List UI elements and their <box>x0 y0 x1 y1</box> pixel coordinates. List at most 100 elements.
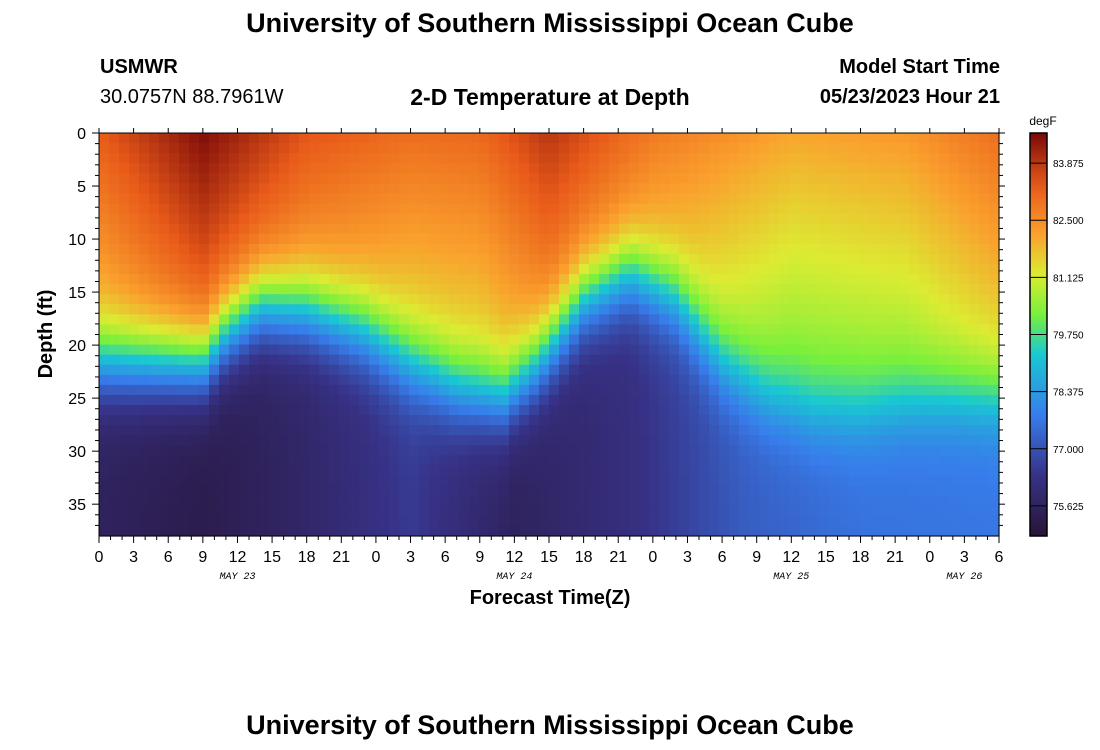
heatmap-cell <box>389 274 400 285</box>
heatmap-cell <box>869 173 880 184</box>
heatmap-cell <box>739 344 750 356</box>
heatmap-cell <box>409 173 420 184</box>
heatmap-cell <box>619 143 630 154</box>
heatmap-cell <box>419 435 430 446</box>
heatmap-cell <box>929 334 940 346</box>
heatmap-cell <box>809 515 820 527</box>
heatmap-cell <box>669 223 680 235</box>
heatmap-cell <box>279 143 290 154</box>
heatmap-cell <box>109 233 120 245</box>
heatmap-cell <box>189 314 200 326</box>
heatmap-cell <box>969 394 980 406</box>
heatmap-cell <box>479 153 490 164</box>
heatmap-cell <box>969 364 980 376</box>
heatmap-cell <box>919 374 930 386</box>
heatmap-cell <box>159 193 170 205</box>
heatmap-cell <box>499 263 510 275</box>
heatmap-cell <box>609 223 620 235</box>
heatmap-cell <box>589 485 600 497</box>
heatmap-cell <box>889 294 900 305</box>
heatmap-cell <box>919 314 930 326</box>
heatmap-cell <box>279 203 290 215</box>
heatmap-cell <box>759 475 770 487</box>
heatmap-cell <box>489 455 500 467</box>
heatmap-cell <box>379 394 390 406</box>
heatmap-cell <box>159 485 170 497</box>
heatmap-cell <box>159 354 170 366</box>
heatmap-cell <box>929 415 940 426</box>
heatmap-cell <box>289 455 300 467</box>
heatmap-cell <box>819 425 830 436</box>
heatmap-cell <box>839 163 850 174</box>
heatmap-cell <box>589 223 600 235</box>
heatmap-cell <box>179 163 190 174</box>
heatmap-cell <box>669 253 680 265</box>
heatmap-cell <box>459 203 470 215</box>
heatmap-cell <box>299 133 310 144</box>
heatmap-cell <box>409 153 420 164</box>
heatmap-cell <box>509 334 520 346</box>
heatmap-cell <box>219 515 230 527</box>
heatmap-cell <box>619 274 630 285</box>
heatmap-cell <box>289 485 300 497</box>
heatmap-cell <box>589 415 600 426</box>
heatmap-cell <box>429 284 440 295</box>
heatmap-cell <box>469 405 480 416</box>
heatmap-cell <box>779 485 790 497</box>
heatmap-cell <box>479 525 490 537</box>
heatmap-cell <box>149 505 160 517</box>
x-tick-label: 18 <box>298 549 316 566</box>
heatmap-cell <box>729 485 740 497</box>
heatmap-cell <box>469 344 480 356</box>
heatmap-cell <box>539 505 550 517</box>
heatmap-cell <box>899 173 910 184</box>
heatmap-cell <box>129 324 140 336</box>
station-id: USMWR <box>100 56 178 78</box>
heatmap-cell <box>889 213 900 225</box>
heatmap-cell <box>599 394 610 406</box>
heatmap-cell <box>269 465 280 477</box>
heatmap-cell <box>949 485 960 497</box>
heatmap-cell <box>429 263 440 275</box>
heatmap-cell <box>519 334 530 346</box>
heatmap-cell <box>959 294 970 305</box>
heatmap-cell <box>579 314 590 326</box>
heatmap-cell <box>359 354 370 366</box>
heatmap-cell <box>669 515 680 527</box>
heatmap-cell <box>839 133 850 144</box>
heatmap-cell <box>429 253 440 265</box>
heatmap-cell <box>769 465 780 477</box>
heatmap-cell <box>809 485 820 497</box>
heatmap-cell <box>519 203 530 215</box>
heatmap-cell <box>279 505 290 517</box>
heatmap-cell <box>729 515 740 527</box>
heatmap-cell <box>569 304 580 315</box>
heatmap-cell <box>869 394 880 406</box>
heatmap-cell <box>399 374 410 386</box>
heatmap-cell <box>779 133 790 144</box>
heatmap-cell <box>569 465 580 477</box>
heatmap-cell <box>579 294 590 305</box>
heatmap-cell <box>639 515 650 527</box>
heatmap-cell <box>849 485 860 497</box>
heatmap-cell <box>189 415 200 426</box>
heatmap-cell <box>679 354 690 366</box>
heatmap-cell <box>759 133 770 144</box>
heatmap-cell <box>649 405 660 416</box>
heatmap-cell <box>699 314 710 326</box>
heatmap-cell <box>599 173 610 184</box>
heatmap-cell <box>799 515 810 527</box>
heatmap-cell <box>979 334 990 346</box>
heatmap-cell <box>749 274 760 285</box>
heatmap-cell <box>689 505 700 517</box>
y-tick-label: 35 <box>68 497 86 514</box>
heatmap-cell <box>439 163 450 174</box>
heatmap-cell <box>689 133 700 144</box>
heatmap-cell <box>419 475 430 487</box>
heatmap-cell <box>749 304 760 315</box>
heatmap-cell <box>509 485 520 497</box>
heatmap-cell <box>139 394 150 406</box>
heatmap-cell <box>879 304 890 315</box>
heatmap-cell <box>239 435 250 446</box>
heatmap-cell <box>339 485 350 497</box>
